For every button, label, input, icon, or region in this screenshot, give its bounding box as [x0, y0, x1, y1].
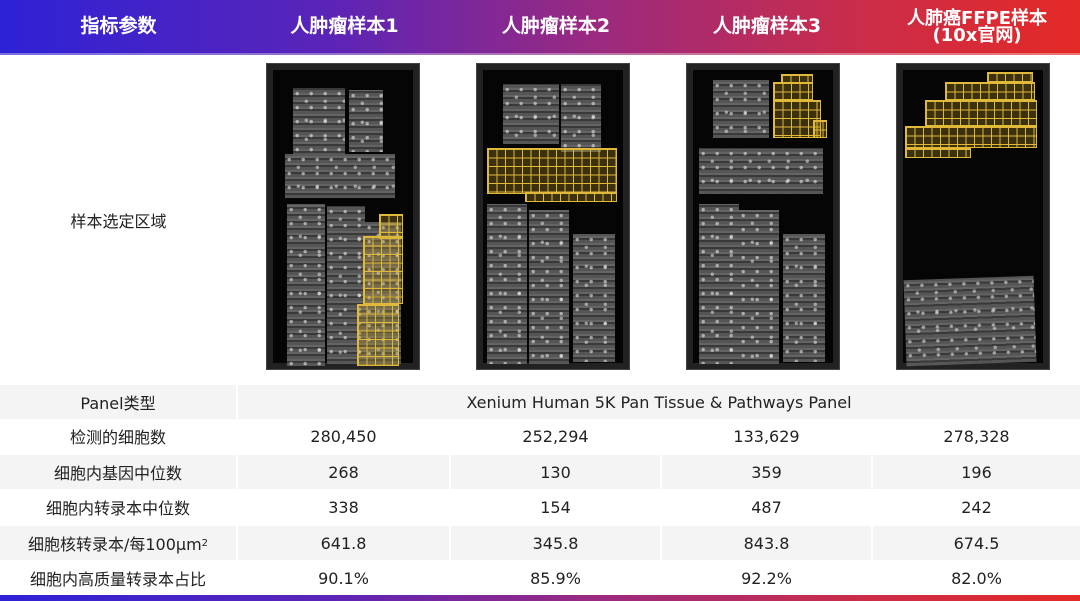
- sample-1-thumbnail: [266, 63, 420, 370]
- header-metric: 指标参数: [80, 15, 157, 37]
- tissue-piece: [487, 204, 527, 364]
- selection-grid: [813, 120, 827, 138]
- table-header: 指标参数 人肿瘤样本1 人肿瘤样本2 人肿瘤样本3 人肺癌FFPE样本 (10x…: [0, 0, 1080, 55]
- cell-sample-ffpe: 82.0%: [951, 568, 1002, 588]
- tissue-piece: [287, 204, 325, 366]
- sample-region-row: 样本选定区域: [0, 55, 1080, 385]
- cell-sample-3: 92.2%: [741, 568, 792, 588]
- selection-grid: [905, 126, 1037, 148]
- cell-sample-2: 345.8: [451, 526, 660, 560]
- thumbnail-frame: [477, 64, 629, 369]
- selection-grid: [925, 100, 1037, 126]
- selection-grid: [905, 148, 971, 158]
- cell-sample-2: 130: [451, 455, 660, 489]
- table-row: 细胞核转录本/每100μm 2 641.8 345.8 843.8 674.5: [0, 526, 1080, 560]
- selection-grid: [363, 236, 403, 304]
- selection-grid: [945, 82, 1035, 100]
- header-ffpe-line1: 人肺癌FFPE样本: [906, 7, 1048, 29]
- selection-grid: [357, 304, 399, 366]
- tissue-piece: [561, 84, 601, 152]
- header-sample-ffpe: 人肺癌FFPE样本 (10x官网): [874, 0, 1080, 53]
- header-sample-3: 人肿瘤样本3: [712, 15, 822, 37]
- cell-sample-1: 338: [328, 497, 359, 517]
- cell-sample-2: 154: [540, 497, 571, 517]
- table-row-panel: Panel类型 Xenium Human 5K Pan Tissue & Pat…: [0, 385, 1080, 419]
- selection-grid: [773, 100, 821, 138]
- tissue-piece: [293, 88, 345, 156]
- row-label: 细胞核转录本/每100μm 2: [0, 526, 236, 560]
- row-label-superscript: 2: [201, 537, 209, 549]
- cell-sample-ffpe: 242: [961, 497, 992, 517]
- table-row: 细胞内基因中位数 268 130 359 196: [0, 455, 1080, 489]
- sample-2-thumbnail: [476, 63, 630, 370]
- tissue-piece: [713, 80, 769, 138]
- cell-sample-1: 641.8: [238, 526, 449, 560]
- tissue-piece: [503, 84, 559, 144]
- panel-value: Xenium Human 5K Pan Tissue & Pathways Pa…: [238, 385, 1080, 419]
- tissue-piece: [699, 204, 739, 364]
- tissue-piece: [903, 275, 1037, 367]
- tissue-piece: [783, 234, 825, 362]
- thumbnail-frame: [267, 64, 419, 369]
- row-label: 细胞内基因中位数: [0, 455, 236, 489]
- tissue-piece: [349, 90, 383, 152]
- cell-sample-2: 85.9%: [530, 568, 581, 588]
- table-row: 细胞内高质量转录本占比 90.1% 85.9% 92.2% 82.0%: [0, 561, 1080, 595]
- row-label-region: 样本选定区域: [70, 212, 167, 231]
- cell-sample-3: 133,629: [733, 426, 800, 446]
- selection-grid: [487, 148, 617, 194]
- header-ffpe-line2: (10x官网): [932, 24, 1022, 46]
- header-sample-1: 人肿瘤样本1: [290, 15, 399, 37]
- thumbnail-frame: [687, 64, 839, 369]
- row-label: 检测的细胞数: [69, 428, 166, 447]
- cell-sample-ffpe: 196: [873, 455, 1080, 489]
- tissue-piece: [285, 154, 395, 198]
- cell-sample-3: 359: [662, 455, 871, 489]
- cell-sample-1: 280,450: [310, 426, 377, 446]
- tissue-piece: [739, 210, 779, 364]
- table-row: 检测的细胞数 280,450 252,294 133,629 278,328: [0, 419, 1080, 453]
- table-row: 细胞内转录本中位数 338 154 487 242: [0, 490, 1080, 524]
- cell-sample-1: 90.1%: [318, 568, 369, 588]
- tissue-piece: [529, 210, 569, 364]
- row-label: 细胞内转录本中位数: [45, 499, 190, 518]
- bottom-gradient-bar: [0, 595, 1080, 601]
- row-label: 细胞内高质量转录本占比: [29, 570, 206, 589]
- selection-grid: [773, 82, 813, 100]
- tissue-piece: [699, 148, 823, 194]
- cell-sample-3: 843.8: [662, 526, 871, 560]
- cell-sample-ffpe: 674.5: [873, 526, 1080, 560]
- sample-ffpe-thumbnail: [896, 63, 1050, 370]
- cell-sample-2: 252,294: [522, 426, 589, 446]
- selection-grid: [987, 72, 1033, 82]
- tissue-piece: [573, 234, 615, 362]
- cell-sample-1: 268: [238, 455, 449, 489]
- cell-sample-3: 487: [751, 497, 782, 517]
- header-sample-2: 人肿瘤样本2: [501, 15, 611, 37]
- selection-grid: [525, 192, 617, 202]
- selection-grid: [379, 214, 403, 239]
- row-label: Panel类型: [0, 385, 236, 419]
- cell-sample-ffpe: 278,328: [943, 426, 1010, 446]
- thumbnail-frame: [897, 64, 1049, 369]
- sample-3-thumbnail: [686, 63, 840, 370]
- row-label-text: 细胞核转录本/每100μm: [27, 535, 202, 554]
